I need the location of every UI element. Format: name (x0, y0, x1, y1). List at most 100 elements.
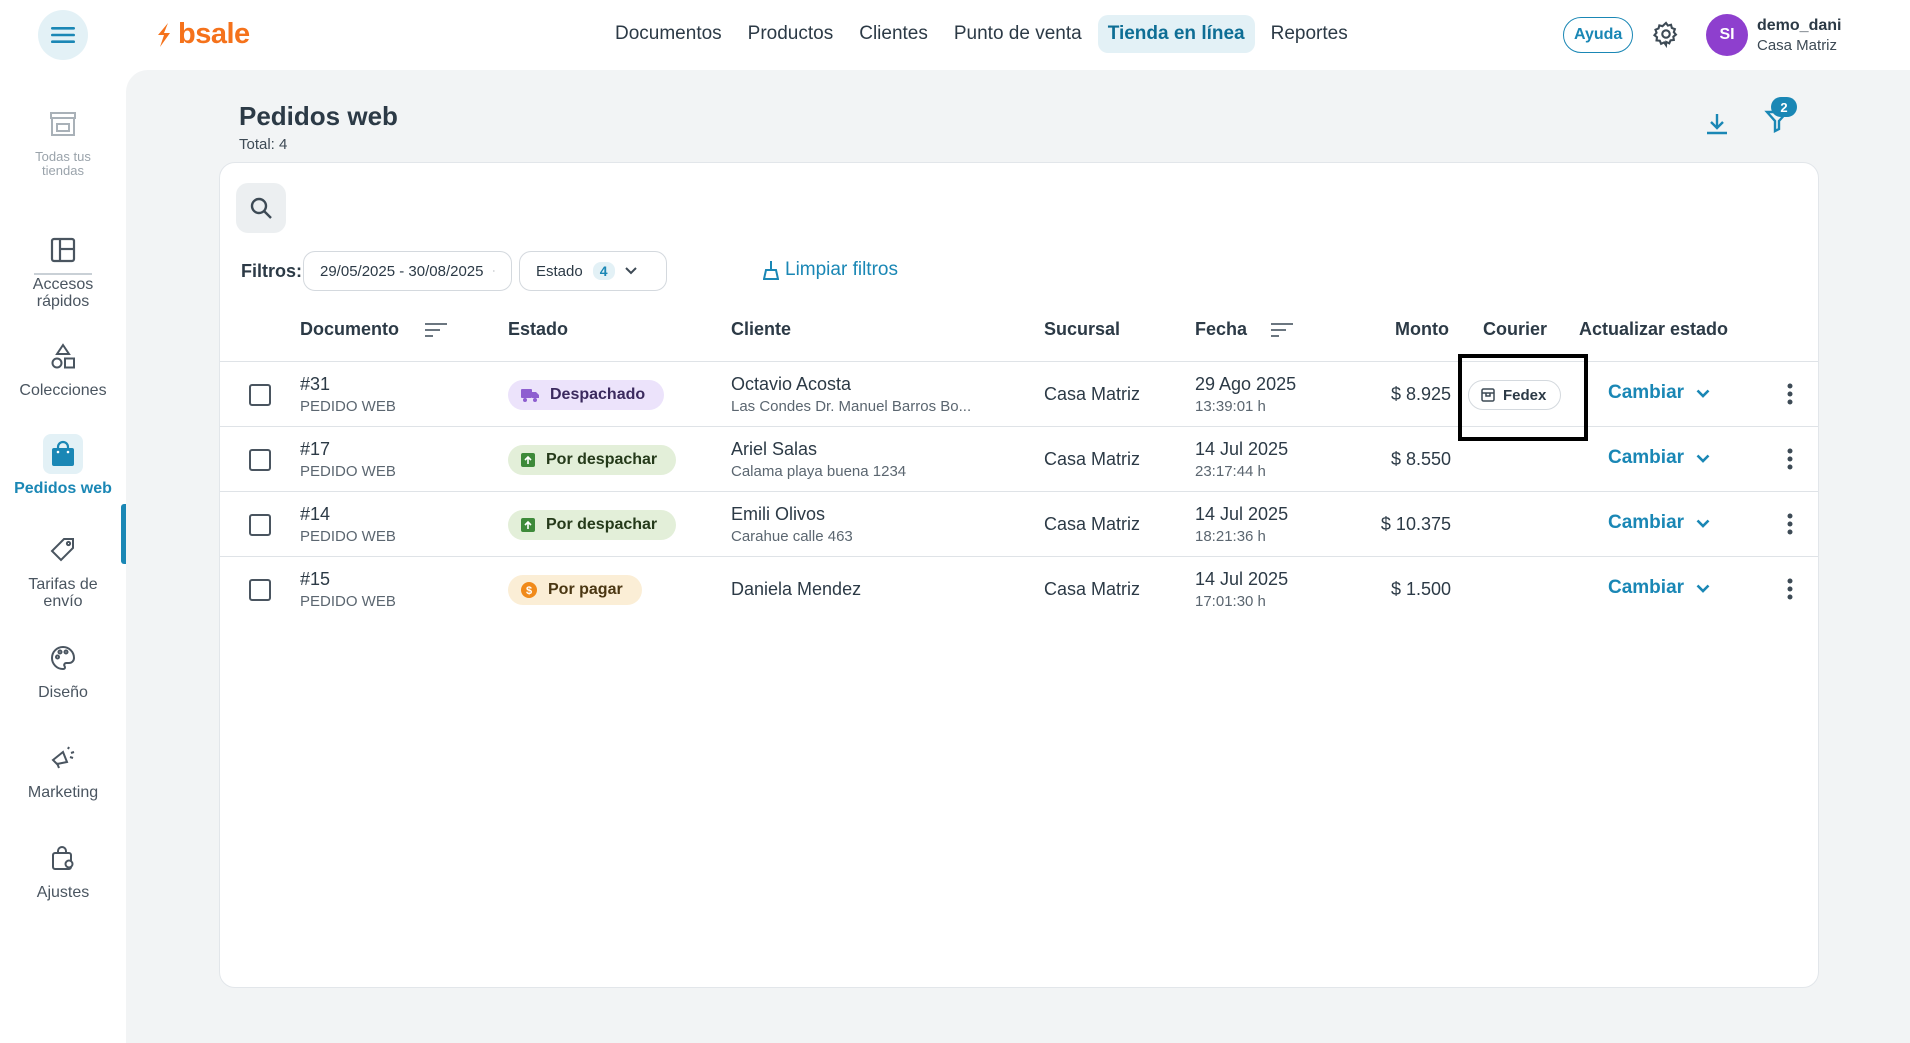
sidebar-item-marketing[interactable]: Marketing (0, 738, 126, 801)
change-status-button[interactable]: Cambiar (1608, 577, 1710, 599)
status-badge: Por despachar (508, 510, 677, 540)
nav-documentos[interactable]: Documentos (615, 23, 722, 44)
user-avatar[interactable]: SI (1706, 14, 1748, 56)
sort-icon (1271, 323, 1293, 337)
chevron-down-icon (1696, 584, 1710, 593)
sidebar-item-pedidos-web[interactable]: Pedidos web (0, 434, 126, 497)
document-number[interactable]: #17 (300, 439, 331, 459)
date-range-filter-chip[interactable]: 29/05/2025 - 30/08/2025 (303, 251, 512, 291)
user-branch: Casa Matriz (1757, 37, 1838, 54)
sidebar-label: Todas tus tiendas (35, 149, 91, 178)
user-info[interactable]: demo_dani Casa Matriz (1757, 16, 1841, 56)
table-row[interactable]: #15 PEDIDO WEB $ Por pagar Daniela Mende… (220, 557, 1818, 622)
filter-count-badge: 2 (1771, 97, 1797, 117)
sidebar-label: Diseño (38, 684, 88, 701)
document-type: PEDIDO WEB (300, 398, 396, 415)
sidebar-item-ajustes[interactable]: Ajustes (0, 838, 126, 901)
client-name: Ariel Salas (731, 439, 818, 459)
document-number[interactable]: #14 (300, 504, 331, 524)
hamburger-menu-button[interactable] (38, 10, 88, 60)
more-vertical-icon (1787, 513, 1793, 535)
close-icon[interactable] (493, 265, 495, 277)
order-time: 18:21:36 h (1195, 528, 1266, 545)
chevron-down-icon (1696, 519, 1710, 528)
bsale-logo[interactable]: bsale (154, 18, 250, 51)
nav-reportes[interactable]: Reportes (1270, 23, 1348, 44)
nav-productos[interactable]: Productos (747, 23, 834, 44)
sidebar-item-tarifas-de-envio[interactable]: Tarifas de envío (0, 530, 126, 610)
sidebar-active-indicator (121, 504, 126, 564)
more-vertical-icon (1787, 448, 1793, 470)
column-header-monto: Monto (1395, 319, 1449, 339)
page-title: Pedidos web (239, 101, 398, 131)
order-time: 23:17:44 h (1195, 463, 1266, 480)
change-status-button[interactable]: Cambiar (1608, 382, 1710, 404)
change-status-label: Cambiar (1608, 577, 1685, 598)
row-more-options-button[interactable] (1775, 509, 1805, 539)
chevron-down-icon (1696, 454, 1710, 463)
order-date: 14 Jul 2025 (1195, 504, 1289, 524)
row-checkbox[interactable] (249, 384, 271, 406)
orders-card: Filtros: 29/05/2025 - 30/08/2025 Estado … (219, 162, 1819, 988)
column-header-cliente: Cliente (731, 319, 792, 339)
change-status-button[interactable]: Cambiar (1608, 447, 1710, 469)
sidebar-label: Tarifas de envío (28, 576, 98, 610)
estado-filter-chip[interactable]: Estado 4 (519, 251, 667, 291)
download-icon (1707, 114, 1727, 135)
box-icon (521, 518, 535, 532)
client-address: Carahue calle 463 (731, 528, 853, 545)
main-content: Pedidos web Total: 4 2 Filtros: 29/05/20… (126, 70, 1910, 1043)
sort-fecha-button[interactable] (1270, 321, 1294, 344)
sidebar-item-todas-tus-tiendas[interactable]: Todas tus tiendas (0, 104, 126, 178)
order-amount: $ 8.550 (1390, 449, 1451, 469)
row-checkbox[interactable] (249, 579, 271, 601)
shopping-bag-icon (52, 440, 74, 466)
row-more-options-button[interactable] (1775, 444, 1805, 474)
status-label: Despachado (550, 386, 646, 403)
nav-clientes[interactable]: Clientes (859, 23, 928, 44)
help-button[interactable]: Ayuda (1563, 17, 1634, 53)
gear-icon (1652, 21, 1678, 49)
status-label: Por pagar (548, 581, 623, 598)
order-amount: $ 10.375 (1380, 514, 1451, 534)
date-range-value: 29/05/2025 - 30/08/2025 (320, 262, 484, 280)
table-row[interactable]: #31 PEDIDO WEB Despachado Octavio Acosta… (220, 354, 1818, 441)
branch-name: Casa Matriz (1044, 384, 1141, 404)
change-status-button[interactable]: Cambiar (1608, 512, 1710, 534)
sidebar-item-diseno[interactable]: Diseño (0, 638, 126, 701)
logo-text: bsale (178, 18, 250, 50)
row-checkbox[interactable] (249, 514, 271, 536)
shapes-icon (51, 343, 75, 369)
document-type: PEDIDO WEB (300, 463, 396, 480)
table-header-divider (220, 361, 1818, 362)
sort-documento-button[interactable] (424, 321, 448, 344)
sidebar-label: Pedidos web (14, 480, 112, 497)
search-icon (250, 197, 272, 219)
settings-button[interactable] (1652, 20, 1680, 53)
clear-filters-button[interactable]: Limpiar filtros (763, 259, 898, 281)
row-more-options-button[interactable] (1775, 574, 1805, 604)
column-header-actualizar-estado: Actualizar estado (1579, 319, 1729, 339)
document-number[interactable]: #15 (300, 569, 331, 589)
order-date: 29 Ago 2025 (1195, 374, 1297, 394)
download-button[interactable] (1704, 111, 1730, 142)
status-badge: Por despachar (508, 445, 677, 475)
row-more-options-button[interactable] (1775, 379, 1805, 409)
sidebar-item-accesos-rapidos[interactable]: Accesos rápidos (0, 230, 126, 310)
search-button[interactable] (236, 183, 286, 233)
table-row[interactable]: #17 PEDIDO WEB Por despachar Ariel Salas… (220, 427, 1818, 492)
document-number[interactable]: #31 (300, 374, 331, 394)
nav-punto-de-venta[interactable]: Punto de venta (953, 23, 1082, 44)
courier-badge[interactable]: Fedex (1468, 380, 1562, 410)
table-row[interactable]: #14 PEDIDO WEB Por despachar Emili Olivo… (220, 492, 1818, 557)
sidebar-item-colecciones[interactable]: Colecciones (0, 336, 126, 399)
layout-icon (50, 237, 76, 263)
nav-tienda-en-linea[interactable]: Tienda en línea (1097, 15, 1255, 53)
svg-text:$: $ (526, 585, 532, 597)
clear-filters-label: Limpiar filtros (785, 259, 898, 280)
status-label: Por despachar (546, 451, 658, 468)
tag-icon (50, 538, 74, 562)
branch-name: Casa Matriz (1044, 449, 1141, 469)
client-name: Daniela Mendez (731, 579, 862, 599)
row-checkbox[interactable] (249, 449, 271, 471)
